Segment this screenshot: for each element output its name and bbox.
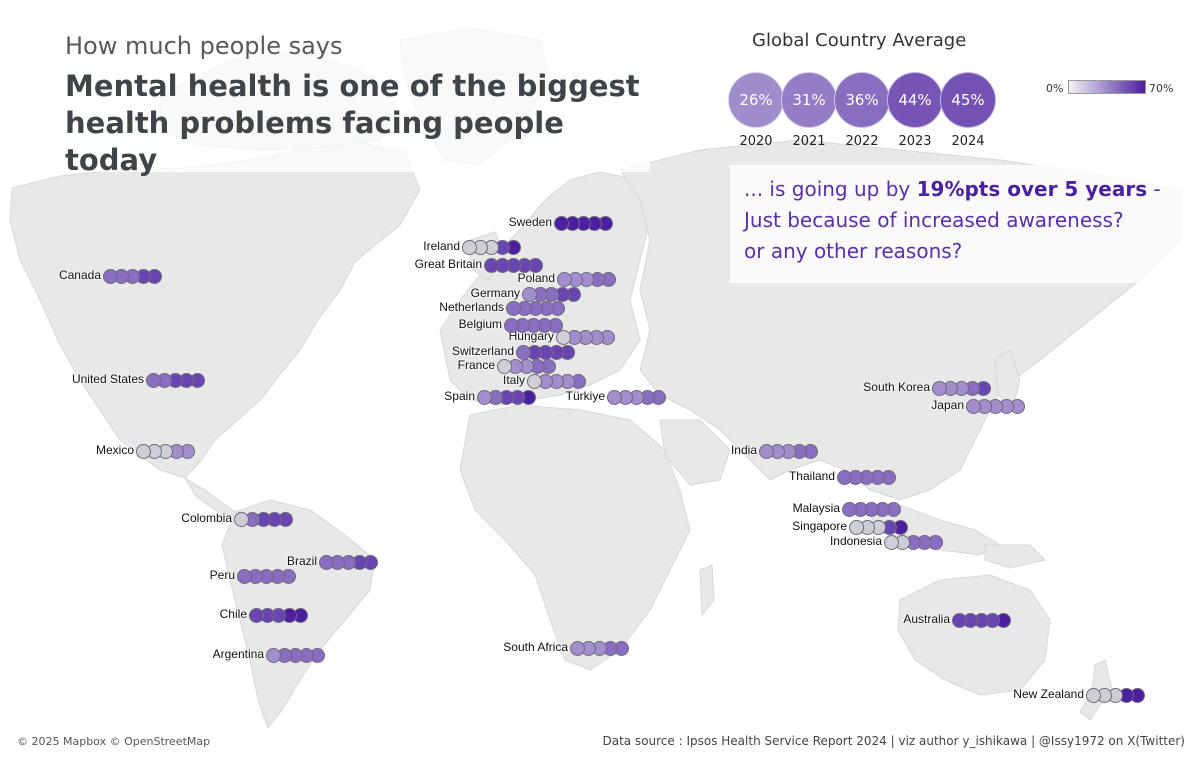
country-dot-germany-2020[interactable] — [522, 286, 537, 302]
country-dot-new-zealand-2020[interactable] — [1086, 687, 1101, 703]
global-average-year-2022: 2022 — [845, 134, 879, 149]
country-label-switzerland[interactable]: Switzerland — [451, 344, 514, 358]
country-dot-mexico-2020[interactable] — [136, 443, 151, 459]
country-label-japan[interactable]: Japan — [931, 398, 964, 412]
country-dot-t-rkiye-2020[interactable] — [607, 389, 622, 405]
page-title: Mental health is one of the biggest heal… — [65, 69, 640, 177]
madagascar — [699, 564, 715, 617]
legend-color-ramp — [1068, 80, 1146, 94]
country-dot-netherlands-2020[interactable] — [506, 300, 521, 316]
global-average-circle-2021[interactable]: 31% — [781, 72, 837, 128]
global-average-circle-2020[interactable]: 26% — [728, 72, 784, 128]
global-average-year-2023: 2023 — [898, 134, 932, 149]
arabian-peninsula — [659, 419, 731, 486]
insight-line-2: Just because of increased awareness? — [744, 208, 1124, 232]
insight-suffix: - — [1147, 177, 1161, 201]
country-dot-canada-2020[interactable] — [103, 268, 118, 284]
country-dot-belgium-2020[interactable] — [504, 317, 519, 333]
country-dot-thailand-2020[interactable] — [837, 469, 852, 485]
country-label-chile[interactable]: Chile — [219, 607, 247, 621]
country-label-new-zealand[interactable]: New Zealand — [1013, 687, 1084, 701]
title-backdrop — [50, 22, 650, 172]
country-dot-japan-2020[interactable] — [966, 398, 981, 414]
subtitle: How much people says — [65, 32, 343, 60]
country-dot-india-2020[interactable] — [759, 443, 774, 459]
country-dot-chile-2020[interactable] — [249, 607, 264, 623]
country-label-germany[interactable]: Germany — [470, 286, 520, 300]
country-label-india[interactable]: India — [730, 443, 757, 457]
global-average-year-2024: 2024 — [951, 134, 985, 149]
country-label-indonesia[interactable]: Indonesia — [829, 534, 882, 548]
country-label-ireland[interactable]: Ireland — [423, 239, 460, 253]
country-dot-poland-2020[interactable] — [557, 271, 572, 287]
global-average-circle-2024[interactable]: 45% — [940, 72, 996, 128]
country-label-malaysia[interactable]: Malaysia — [792, 501, 840, 515]
country-label-brazil[interactable]: Brazil — [286, 554, 317, 568]
new-guinea — [984, 544, 1046, 569]
global-average-circle-2023[interactable]: 44% — [887, 72, 943, 128]
data-source-credit: Data source : Ipsos Health Service Repor… — [602, 734, 1185, 748]
country-label-canada[interactable]: Canada — [58, 268, 101, 282]
country-label-sweden[interactable]: Sweden — [508, 215, 552, 229]
country-label-australia[interactable]: Australia — [903, 612, 950, 626]
country-label-spain[interactable]: Spain — [444, 389, 475, 403]
country-dot-south-korea-2020[interactable] — [932, 380, 947, 396]
country-dot-peru-2020[interactable] — [237, 568, 252, 584]
country-label-south-korea[interactable]: South Korea — [863, 380, 930, 394]
insight-line-3: or any other reasons? — [744, 239, 963, 263]
country-label-mexico[interactable]: Mexico — [95, 443, 134, 457]
global-average-title: Global Country Average — [752, 30, 967, 51]
country-label-t-rkiye[interactable]: Türkiye — [565, 389, 605, 403]
country-dot-great-britain-2020[interactable] — [484, 257, 499, 273]
country-dot-indonesia-2020[interactable] — [884, 534, 899, 550]
country-label-great-britain[interactable]: Great Britain — [414, 257, 482, 271]
insight-line-1: ... is going up by 19%pts over 5 years - — [744, 174, 1184, 205]
insight-prefix: ... is going up by — [744, 177, 917, 201]
country-dot-france-2020[interactable] — [497, 358, 512, 374]
country-dot-malaysia-2020[interactable] — [842, 501, 857, 517]
country-label-italy[interactable]: Italy — [502, 373, 525, 387]
country-dot-singapore-2020[interactable] — [849, 519, 864, 535]
africa-landmass — [459, 404, 691, 671]
country-label-hungary[interactable]: Hungary — [508, 329, 554, 343]
japan-islands — [994, 349, 1021, 412]
global-average-year-2020: 2020 — [739, 134, 773, 149]
country-dot-italy-2020[interactable] — [527, 373, 542, 389]
country-dot-brazil-2020[interactable] — [319, 554, 334, 570]
country-label-france[interactable]: France — [457, 358, 495, 372]
country-dot-colombia-2020[interactable] — [234, 511, 249, 527]
country-label-poland[interactable]: Poland — [517, 271, 555, 285]
global-average-year-2021: 2021 — [792, 134, 826, 149]
insight-highlight: 19%pts over 5 years — [916, 177, 1148, 201]
country-dot-ireland-2020[interactable] — [462, 239, 477, 255]
country-dot-switzerland-2020[interactable] — [516, 344, 531, 360]
global-average-circle-2022[interactable]: 36% — [834, 72, 890, 128]
country-dot-australia-2020[interactable] — [952, 612, 967, 628]
country-dot-spain-2020[interactable] — [477, 389, 492, 405]
legend-min-label: 0% — [1046, 82, 1064, 95]
map-attribution[interactable]: © 2025 Mapbox © OpenStreetMap — [17, 735, 211, 748]
country-label-argentina[interactable]: Argentina — [212, 647, 264, 661]
country-label-singapore[interactable]: Singapore — [792, 519, 847, 533]
country-dot-hungary-2020[interactable] — [556, 329, 571, 345]
country-label-colombia[interactable]: Colombia — [181, 511, 232, 525]
country-dot-argentina-2020[interactable] — [266, 647, 281, 663]
country-label-south-africa[interactable]: South Africa — [503, 640, 568, 654]
country-label-thailand[interactable]: Thailand — [788, 469, 835, 483]
country-label-belgium[interactable]: Belgium — [458, 317, 502, 331]
insight-message: ... is going up by 19%pts over 5 years -… — [744, 174, 1184, 267]
country-label-peru[interactable]: Peru — [209, 568, 235, 582]
country-dot-sweden-2020[interactable] — [554, 215, 569, 231]
country-dot-south-africa-2020[interactable] — [570, 640, 585, 656]
country-dot-united-states-2020[interactable] — [146, 372, 161, 388]
country-label-netherlands[interactable]: Netherlands — [439, 300, 504, 314]
legend-max-label: 70% — [1149, 82, 1174, 95]
message-backdrop — [730, 165, 1185, 283]
country-label-united-states[interactable]: United States — [71, 372, 144, 386]
australia-landmass — [897, 574, 1051, 696]
